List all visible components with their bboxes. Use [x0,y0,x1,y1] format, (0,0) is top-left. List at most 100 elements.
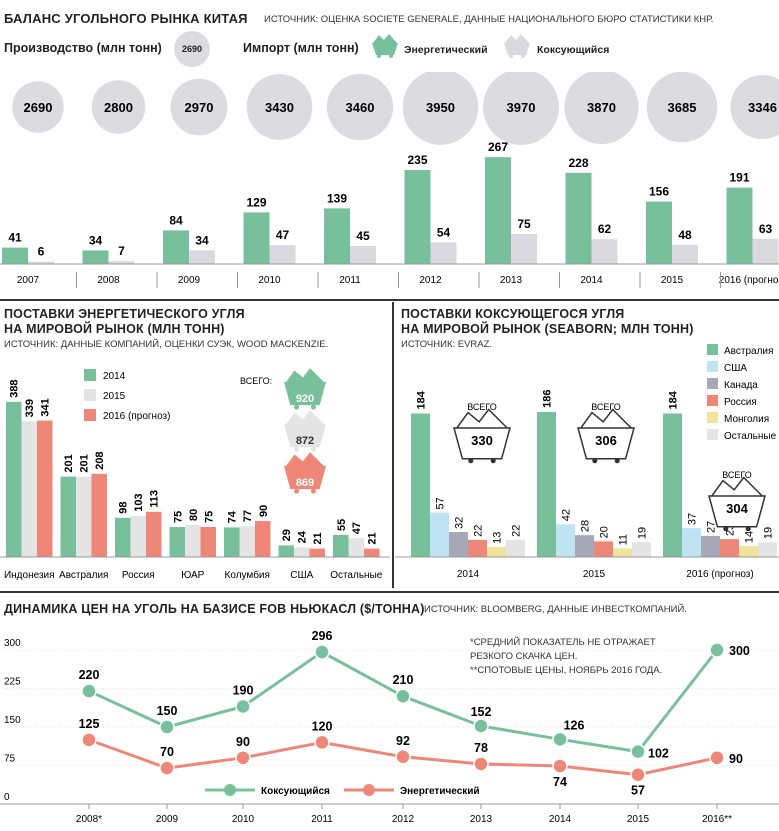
category-label: 2007 [17,275,40,286]
bar-Канада [575,535,594,557]
newcastle-price-chart: 0 75 150 225 300 2008* 2009 2010 2011 2012 2013 201… [0,629,779,825]
bar-value: 28 [580,520,592,532]
bar-value: 29 [281,529,293,541]
legend-swatch [707,395,718,406]
bar-Австралия [537,411,556,557]
bar-value: 75 [172,511,184,523]
category-label: 2012 [419,275,442,286]
x-tick-label: 2008* [76,814,102,825]
production-circle [326,73,394,141]
total-value: 304 [726,501,748,516]
total-label: ВСЕГО [467,402,497,412]
bar-value: 32 [454,517,466,529]
production-value: 2970 [185,100,214,115]
bar-2015 [130,515,146,557]
category-label: Индонезия [4,570,55,581]
bar-value: 20 [599,526,611,538]
data-point [159,760,175,776]
y-tick-label: 75 [4,754,16,765]
bar-coking [189,250,215,264]
bar-value: 98 [118,502,130,514]
bar-2014 [333,535,349,557]
category-label: Россия [122,570,155,581]
value-coking: 54 [437,225,451,239]
import-label: Импорт (млн тонн) [243,41,359,55]
category-label: Колумбия [225,569,270,581]
data-point [709,750,725,766]
bar-coking [350,246,376,264]
bar-value: 21 [312,532,324,544]
production-circle [646,72,718,143]
bar-Австралия [663,413,682,557]
section1-title: БАЛАНС УГОЛЬНОГО РЫНКА КИТАЯ [4,11,248,26]
data-label: 126 [564,718,585,732]
total-value: 872 [296,435,314,447]
bar-2016 (прогноз) [146,511,162,557]
bar-value: 77 [242,510,254,522]
bar-value: 208 [94,451,106,469]
data-label: 210 [393,673,414,687]
bar-coking [108,261,135,264]
bar-value: 22 [473,525,485,537]
value-energy: 267 [488,140,508,154]
production-label: Производство (млн тонн) [4,41,162,55]
x-tick-label: 2009 [156,814,179,825]
bar-energy [726,187,753,264]
legend-swatch [707,378,718,389]
data-point [630,766,646,783]
total-value: 869 [296,477,314,489]
bar-energy [565,172,592,264]
legend-label: Коксующийся [261,786,330,797]
category-label: Австралия [59,570,108,581]
data-label: 152 [471,705,492,719]
bar-Монголия [487,546,506,557]
value-energy: 191 [729,171,749,185]
data-label: 102 [648,747,669,761]
legend-label: 2016 (прогноз) [103,411,170,422]
section2-title-line2: НА МИРОВОЙ РЫНОК (МЛН ТОНН) [4,322,225,336]
bar-energy [243,212,270,264]
bar-value: 47 [351,522,363,534]
total-cart-outline-icon [577,408,635,464]
production-legend-circle: 2690 [174,31,210,67]
data-label: 150 [157,704,178,718]
total-cart-icon [284,368,326,410]
bar-value: 184 [416,390,428,409]
x-tick-label: 2012 [392,814,415,825]
data-point [81,732,97,748]
value-coking: 75 [517,217,531,231]
data-point [314,644,330,660]
data-point [395,688,411,704]
legend-label: США [724,363,747,374]
production-circle [91,80,146,134]
data-point [473,718,489,734]
bar-Остальные [506,539,525,557]
bar-Россия [720,539,739,557]
data-label: 70 [160,745,174,759]
data-point [473,756,489,772]
value-coking: 45 [356,229,370,243]
production-value: 3430 [265,100,294,115]
data-point [552,758,568,774]
total-cart-icon [284,452,326,494]
bar-energy [646,201,672,264]
category-label: США [290,570,313,581]
data-label: 120 [312,719,333,733]
bar-energy [163,230,189,264]
coking-cart-icon [504,34,530,58]
bar-value: 388 [9,379,21,397]
data-label: 190 [233,683,254,697]
category-label: 2010 [258,275,281,286]
bar-Канада [701,535,720,557]
bar-Австралия [411,413,430,557]
production-legend-value: 2690 [181,44,203,54]
value-coking: 63 [759,222,773,236]
data-point [630,743,646,760]
y-tick-label: 150 [4,715,21,726]
value-energy: 228 [568,156,588,170]
bar-value: 19 [763,527,775,539]
bar-coking [511,234,537,264]
bar-value: 74 [227,510,239,523]
data-label: 57 [631,784,645,798]
bar-value: 19 [637,527,649,539]
